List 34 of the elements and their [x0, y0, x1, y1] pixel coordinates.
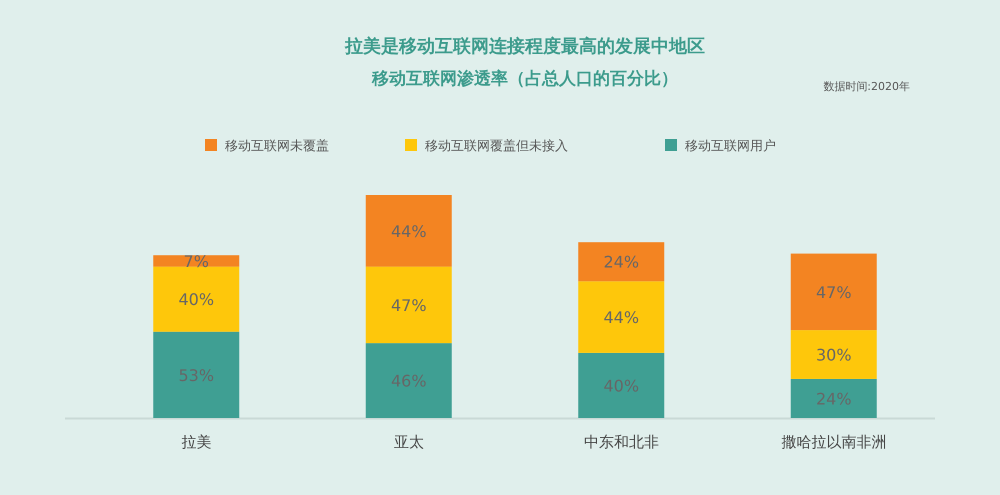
data-label: 24%	[603, 252, 640, 272]
bar	[153, 266, 240, 332]
legend-label: 移动互联网覆盖但未接入	[425, 138, 568, 154]
bar	[578, 352, 664, 418]
x-tick-label: 拉美	[181, 433, 212, 451]
text: 数据时间:2020年	[823, 80, 910, 93]
bar	[790, 254, 877, 330]
chart-subtitle: 移动互联网渗透率（占总人口的百分比）	[371, 69, 678, 89]
bar	[153, 255, 240, 267]
bar	[366, 266, 452, 344]
x-tick-label: 中东和北非	[584, 433, 659, 451]
x-tick-label: 撒哈拉以南非洲	[781, 433, 886, 451]
bar	[153, 332, 240, 418]
legend-label: 移动互联网用户	[685, 139, 776, 154]
bar	[366, 343, 452, 418]
data-label: 44%	[603, 308, 640, 328]
data-label: 30%	[816, 346, 852, 365]
x-tick-label: 亚太	[394, 433, 424, 451]
data-label: 7%	[184, 252, 209, 271]
bar	[790, 330, 877, 379]
bar	[578, 281, 664, 353]
data-label: 40%	[178, 290, 214, 310]
data-label: 40%	[603, 376, 640, 396]
data-label: 44%	[390, 222, 427, 241]
bar	[366, 195, 452, 267]
data-label: 24%	[816, 389, 852, 408]
chart-title: 拉美是移动互联网连接程度最高的发展中地区	[344, 36, 705, 57]
data-label: 46%	[390, 372, 427, 391]
data-label: 53%	[178, 366, 214, 385]
data-label: 47%	[816, 282, 852, 302]
legend-label: 移动互联网未覆盖	[225, 138, 329, 154]
bar	[790, 378, 877, 418]
data-label: 47%	[390, 296, 427, 315]
bar	[578, 242, 664, 282]
